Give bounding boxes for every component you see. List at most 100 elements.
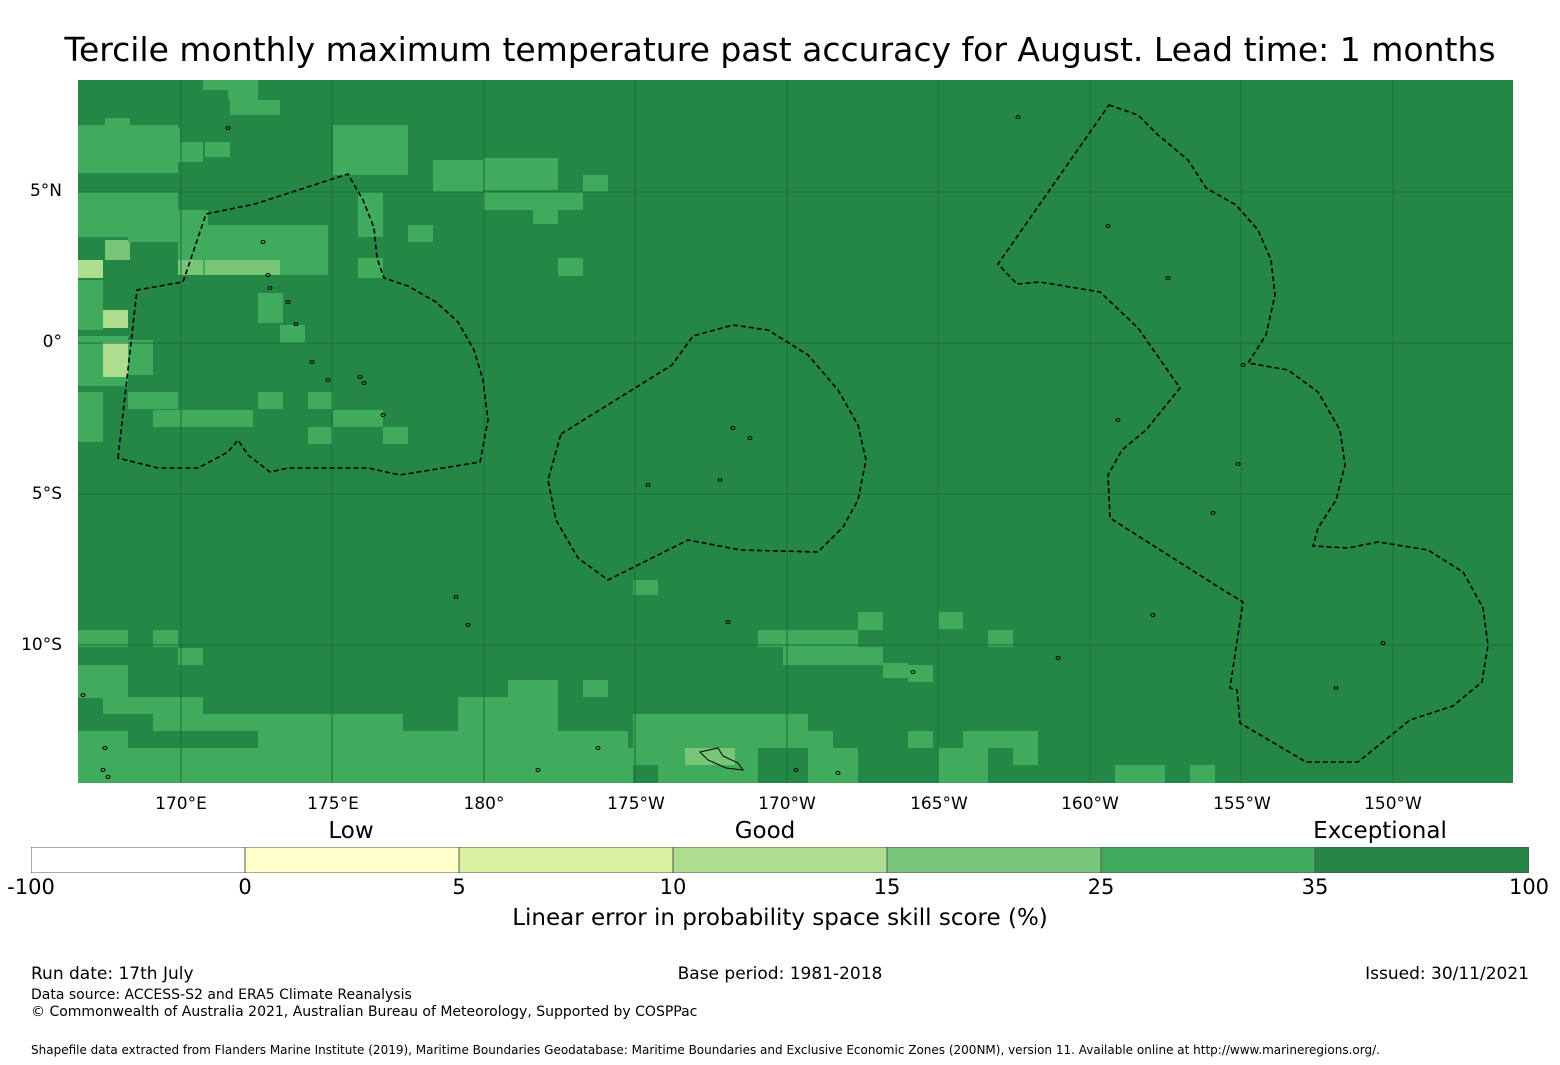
skill-cell xyxy=(153,410,253,427)
skill-cell xyxy=(583,680,608,697)
skill-cell xyxy=(858,612,883,630)
island-outline xyxy=(1150,613,1156,617)
colorbar-segment xyxy=(672,847,888,873)
map-background xyxy=(78,80,1513,783)
graticule xyxy=(78,80,1513,783)
island-outline xyxy=(725,620,731,624)
eez-kiribati-line xyxy=(996,104,1489,763)
skill-cell xyxy=(178,648,203,665)
skill-cell xyxy=(408,225,433,242)
skill-cell xyxy=(583,175,608,192)
skill-cell xyxy=(258,392,283,409)
run-date: Run date: 17th July xyxy=(31,964,194,984)
skill-cell xyxy=(358,258,383,278)
skill-cell xyxy=(685,748,735,765)
eez-boundaries xyxy=(117,104,1489,763)
skill-cell xyxy=(230,100,280,115)
skill-cell xyxy=(130,128,180,142)
island-outlines xyxy=(80,115,1386,779)
skill-cell xyxy=(280,325,305,343)
legend-tick: 100 xyxy=(1508,875,1550,899)
island-outline xyxy=(325,378,331,382)
legend-tick: -100 xyxy=(7,875,55,899)
skill-cell xyxy=(205,260,280,275)
copyright: © Commonwealth of Australia 2021, Austra… xyxy=(31,1004,698,1020)
legend-tick: 5 xyxy=(452,875,466,899)
island-outline xyxy=(265,273,271,277)
skill-cell xyxy=(963,731,1038,748)
lon-label-175e: 175°E xyxy=(307,794,359,814)
skill-cell xyxy=(103,310,128,328)
lat-label-5s: 5°S xyxy=(31,484,62,504)
skill-cell xyxy=(333,125,408,175)
skill-cell xyxy=(758,630,858,647)
skill-cell xyxy=(308,392,333,409)
skill-cell xyxy=(908,665,933,682)
island-outline xyxy=(80,693,86,697)
skill-cell xyxy=(78,665,128,698)
island-outline xyxy=(1105,224,1111,228)
colorbar xyxy=(31,847,1529,873)
skill-score-map xyxy=(78,80,1513,783)
skill-cell xyxy=(988,630,1013,647)
lon-label-150w: 150°W xyxy=(1364,794,1422,814)
skill-cell xyxy=(483,158,558,190)
lon-label-165w: 165°W xyxy=(910,794,968,814)
skill-cell xyxy=(278,748,378,783)
eez-tokelau xyxy=(547,324,867,581)
skill-cell xyxy=(228,80,258,100)
island-outline xyxy=(793,768,799,772)
skill-cell xyxy=(1190,765,1215,783)
island-outline xyxy=(1165,276,1171,280)
island-outline xyxy=(595,746,601,750)
island-outline xyxy=(1235,462,1241,466)
island-outline xyxy=(293,322,299,326)
island-outline xyxy=(747,436,753,440)
skill-cell xyxy=(105,240,130,260)
island-outline xyxy=(260,240,266,244)
island-outline xyxy=(309,360,315,364)
skill-cell xyxy=(938,748,988,783)
island-outline xyxy=(1380,641,1386,645)
skill-cell xyxy=(153,630,178,647)
skill-cell xyxy=(333,410,383,427)
island-outline xyxy=(1240,363,1246,367)
island-outline xyxy=(105,775,111,779)
legend-tick: 10 xyxy=(659,875,687,899)
skill-cell xyxy=(783,731,833,748)
data-source: Data source: ACCESS-S2 and ERA5 Climate … xyxy=(31,987,412,1003)
legend-tick: 35 xyxy=(1301,875,1329,899)
island-outline xyxy=(361,381,367,385)
issued-date: Issued: 30/11/2021 xyxy=(1365,964,1529,984)
island-samoa xyxy=(699,747,745,771)
lon-label-180: 180° xyxy=(463,794,505,814)
skill-cell xyxy=(78,630,128,647)
island-outline xyxy=(1115,418,1121,422)
island-outline xyxy=(285,300,291,304)
island-outline xyxy=(835,771,841,775)
skill-cell xyxy=(103,697,203,714)
colorbar-label: Linear error in probability space skill … xyxy=(512,905,1048,931)
colorbar-segment xyxy=(458,847,674,873)
skill-cell xyxy=(78,280,103,330)
skill-cell xyxy=(783,647,883,665)
shapefile-credit: Shapefile data extracted from Flanders M… xyxy=(31,1043,1380,1057)
skill-cell xyxy=(483,765,633,783)
skill-cell xyxy=(103,342,128,377)
skill-cell xyxy=(128,340,153,375)
lat-label-10s: 10°S xyxy=(21,635,62,655)
skill-cell xyxy=(178,142,203,162)
island-outline xyxy=(1015,115,1021,119)
island-outline xyxy=(225,126,231,130)
skill-cell xyxy=(483,192,583,210)
lon-label-170w: 170°W xyxy=(758,794,816,814)
skill-cell xyxy=(533,207,558,224)
lon-label-160w: 160°W xyxy=(1061,794,1119,814)
skill-cell xyxy=(178,260,203,275)
skill-cell xyxy=(433,160,483,192)
eez-kiribati-gilbert xyxy=(117,173,489,476)
skill-cell xyxy=(105,118,130,126)
skill-cell xyxy=(78,260,103,278)
colorbar-segment xyxy=(1100,847,1316,873)
skill-cell xyxy=(938,612,963,629)
